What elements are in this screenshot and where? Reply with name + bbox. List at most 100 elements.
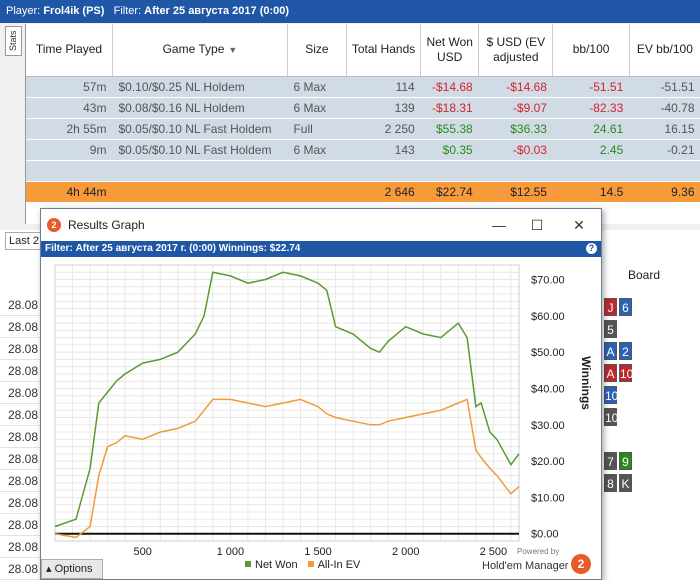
hand-date[interactable]: 28.08: [0, 294, 40, 316]
board-card: 9: [619, 452, 632, 470]
stats-side-tab[interactable]: Stats: [5, 26, 22, 56]
board-card: 6: [619, 298, 632, 316]
player-filter-bar: Player: Frol4ik (PS) Filter: After 25 ав…: [0, 0, 700, 23]
hand-date[interactable]: 28.08: [0, 426, 40, 448]
options-button[interactable]: ▴ Options: [41, 559, 103, 579]
sort-down-icon: ▼: [228, 44, 238, 55]
graph-body: $0.00 $10.00 $20.00 $30.00 $40.00 $50.00 $60.0…: [41, 257, 601, 579]
graph-titlebar[interactable]: 2 Results Graph — ☐ ✕: [41, 209, 601, 241]
y-axis-label: Winnings: [579, 356, 593, 410]
chevron-up-icon: ▴: [46, 563, 52, 575]
col-ev-usd[interactable]: $ USD (EV adjusted: [478, 24, 554, 77]
player-value: Frol4ik (PS): [43, 5, 105, 17]
board-card: 10: [604, 408, 618, 426]
spacer-cell: [346, 160, 421, 182]
cell-time: 57m: [26, 76, 113, 98]
cell-evbb: -40.78: [629, 97, 700, 119]
graph-window-title: Results Graph: [68, 218, 145, 232]
chart-legend: Net Won All-In EV: [245, 559, 360, 571]
cell-game: $0.05/$0.10 NL Fast Holdem: [112, 118, 288, 140]
total-empty: [112, 181, 288, 203]
total-net: $22.74: [420, 181, 479, 203]
options-label: Options: [54, 563, 93, 575]
legend-swatch: [245, 561, 251, 567]
cell-hands: 139: [346, 97, 421, 119]
hand-date[interactable]: 28.08: [0, 514, 40, 536]
filter-label: Filter:: [113, 5, 142, 17]
col-game-type[interactable]: Game Type ▼: [112, 24, 288, 77]
board-card: 10: [604, 386, 618, 404]
legend-label[interactable]: All-In EV: [317, 559, 361, 571]
cell-game: $0.10/$0.25 NL Holdem: [112, 76, 288, 98]
hand-date[interactable]: 28.08: [0, 382, 40, 404]
col-game-type-label: Game Type: [162, 41, 225, 56]
hand-date[interactable]: 28.08: [0, 536, 40, 558]
cell-bb: 24.61: [552, 118, 630, 140]
total-bb: 14.5: [552, 181, 630, 203]
table-row[interactable]: 43m $0.08/$0.16 NL Holdem 6 Max 139 -$18.31-…: [26, 97, 700, 119]
cell-time: 9m: [26, 139, 113, 161]
cell-size: 6 Max: [287, 76, 347, 98]
powered-by-text: Powered by: [517, 547, 560, 556]
board-card: A: [604, 342, 617, 360]
board-column-header[interactable]: Board: [628, 268, 661, 282]
table-row[interactable]: 57m $0.10/$0.25 NL Holdem 6 Max 114 -$14.68-…: [26, 76, 700, 98]
y-tick-label: $30.00: [531, 420, 565, 432]
cell-time: 2h 55m: [26, 118, 113, 140]
cell-game: $0.05/$0.10 NL Fast Holdem: [112, 139, 288, 161]
series-line-all-in-ev: [54, 398, 520, 539]
col-total-hands[interactable]: Total Hands: [346, 24, 422, 77]
col-net-won[interactable]: Net Won USD: [420, 24, 480, 77]
cell-hands: 143: [346, 139, 421, 161]
close-icon[interactable]: ✕: [573, 217, 585, 233]
totals-row: 4h 44m 2 646 $22.74 $12.55 14.5 9.36: [26, 181, 700, 203]
col-size[interactable]: Size: [287, 24, 347, 77]
total-ev_usd: $12.55: [478, 181, 553, 203]
y-tick-label: $10.00: [531, 492, 565, 504]
y-tick-label: $50.00: [531, 347, 565, 359]
hand-date[interactable]: 28.08: [0, 492, 40, 514]
board-card: 5: [604, 320, 617, 338]
help-icon[interactable]: ?: [586, 243, 597, 254]
stats-table: Time Played Game Type ▼ Size Total Hands …: [26, 24, 700, 203]
board-card: 7: [604, 452, 617, 470]
hand-date[interactable]: 28.08: [0, 338, 40, 360]
cell-size: 6 Max: [287, 97, 347, 119]
minimize-icon[interactable]: —: [492, 217, 506, 233]
series-line-net-won: [54, 271, 520, 528]
hand-date[interactable]: 28.08: [0, 558, 40, 580]
maximize-icon[interactable]: ☐: [530, 217, 544, 233]
hand-date[interactable]: 28.08: [0, 316, 40, 338]
graph-winnings-label: Winnings:: [218, 243, 267, 254]
hand-date[interactable]: 28.08: [0, 470, 40, 492]
cell-ev_usd: -$14.68: [478, 76, 553, 98]
hand-date[interactable]: 28.08: [0, 448, 40, 470]
col-time-played[interactable]: Time Played: [26, 24, 113, 77]
board-card: 8: [604, 474, 617, 492]
cell-hands: 114: [346, 76, 421, 98]
col-ev-bb100[interactable]: EV bb/100: [629, 24, 700, 77]
board-card: J: [604, 298, 617, 316]
y-tick-label: $20.00: [531, 456, 565, 468]
results-graph-window: 2 Results Graph — ☐ ✕ Filter: After 25 а…: [40, 208, 602, 580]
cell-bb: -51.51: [552, 76, 630, 98]
y-tick-label: $0.00: [531, 529, 559, 541]
legend-label[interactable]: Net Won: [255, 559, 298, 571]
brand-name: Hold'em Manager: [482, 560, 569, 572]
results-chart: $0.00 $10.00 $20.00 $30.00 $40.00 $50.00 $60.0…: [54, 264, 593, 557]
cell-net: $0.35: [420, 139, 479, 161]
hand-date[interactable]: 28.08: [0, 404, 40, 426]
x-tick-label: 2 000: [392, 546, 420, 557]
cell-evbb: -0.21: [629, 139, 700, 161]
hand-date[interactable]: 28.08: [0, 360, 40, 382]
x-tick-label: 500: [133, 546, 151, 557]
cell-game: $0.08/$0.16 NL Holdem: [112, 97, 288, 119]
last-hands-dropdown[interactable]: Last 2: [5, 232, 41, 250]
table-row[interactable]: 2h 55m $0.05/$0.10 NL Fast Holdem Full 2 25…: [26, 118, 700, 140]
col-bb100[interactable]: bb/100: [552, 24, 630, 77]
y-tick-label: $60.00: [531, 311, 565, 323]
cell-ev_usd: $36.33: [478, 118, 553, 140]
table-row[interactable]: 9m $0.05/$0.10 NL Fast Holdem 6 Max 143 $0.3…: [26, 139, 700, 161]
y-tick-label: $70.00: [531, 275, 565, 287]
x-tick-label: 1 500: [304, 546, 332, 557]
